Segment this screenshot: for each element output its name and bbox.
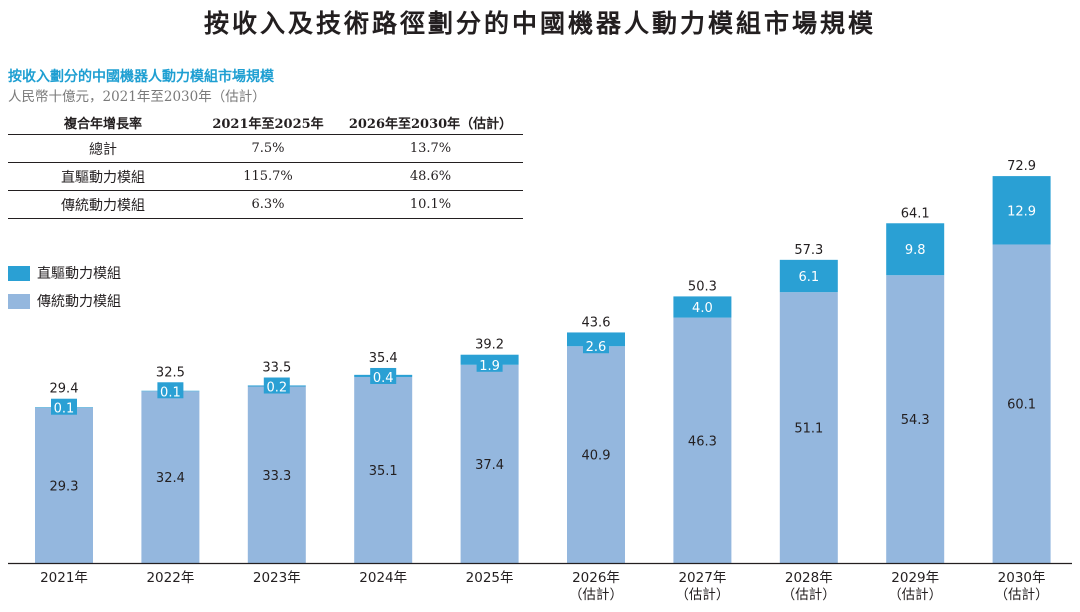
data-label-direct: 9.8 (905, 243, 926, 258)
cagr-table: 複合年增長率 2021年至2025年 2026年至2030年（估計） 總計 7.… (8, 110, 523, 219)
data-label-traditional: 29.3 (50, 479, 79, 494)
table-row: 總計 7.5% 13.7% (8, 134, 523, 163)
x-tick-label: 2030年 (998, 570, 1046, 586)
x-tick-label: 2024年 (359, 570, 407, 586)
cagr-header-period-2: 2026年至2030年（估計） (338, 110, 523, 135)
cagr-value: 7.5% (198, 134, 338, 163)
x-tick-label: 2026年 (572, 570, 620, 586)
data-label-bg (51, 398, 77, 415)
data-label-traditional: 35.1 (369, 464, 398, 479)
data-label-bg (583, 337, 609, 354)
cagr-row-label: 傳統動力模組 (8, 190, 198, 219)
cagr-value: 115.7% (198, 162, 338, 191)
bar-traditional (460, 364, 519, 563)
data-label-traditional: 33.3 (262, 469, 291, 484)
data-label-direct: 1.9 (479, 359, 500, 374)
page-title: 按收入及技術路徑劃分的中國機器人動力模組市場規模 (203, 9, 876, 38)
cagr-value: 48.6% (338, 162, 523, 191)
x-tick-label: 2029年 (891, 570, 939, 586)
data-label-total: 35.4 (369, 351, 398, 366)
bar-direct (673, 296, 732, 318)
legend-label-direct: 直驅動力模組 (37, 266, 121, 282)
legend-swatch-traditional (8, 293, 30, 309)
data-label-total: 57.3 (794, 243, 823, 258)
data-label-traditional: 40.9 (582, 449, 611, 464)
data-label-total: 43.6 (582, 315, 611, 330)
data-label-traditional: 54.3 (901, 413, 930, 428)
data-label-direct: 4.0 (692, 301, 713, 316)
data-label-total: 39.2 (475, 338, 504, 353)
legend-item-direct: 直驅動力模組 (8, 262, 121, 284)
bar-direct (886, 223, 945, 276)
table-row: 直驅動力模組 115.7% 48.6% (8, 162, 523, 191)
data-label-total: 50.3 (688, 279, 717, 294)
cagr-header-period-1: 2021年至2025年 (198, 110, 338, 135)
chart-subtitle: 按收入劃分的中國機器人動力模組市場規模 (8, 69, 274, 85)
legend-item-traditional: 傳統動力模組 (8, 290, 121, 312)
cagr-value: 13.7% (338, 134, 523, 163)
table-row: 傳統動力模組 6.3% 10.1% (8, 190, 523, 219)
data-label-total: 29.4 (50, 382, 79, 397)
legend-label-traditional: 傳統動力模組 (37, 294, 121, 310)
x-tick-label: 2027年 (678, 570, 726, 586)
x-tick-label: 2023年 (253, 570, 301, 586)
data-label-direct: 0.2 (266, 381, 287, 396)
bar-traditional (247, 386, 306, 563)
data-label-bg (263, 377, 290, 394)
data-label-direct: 6.1 (798, 270, 819, 285)
bar-traditional (779, 292, 838, 563)
x-tick-label: 2028年 (785, 570, 833, 586)
data-label-traditional: 51.1 (794, 422, 823, 437)
data-label-total: 33.5 (262, 361, 291, 376)
unit-note: 人民幣十億元，2021年至2030年（估計） (8, 89, 266, 105)
cagr-value: 6.3% (198, 190, 338, 219)
cagr-row-label: 總計 (8, 134, 198, 163)
x-tick-label: 2025年 (466, 570, 514, 586)
cagr-row-label: 直驅動力模組 (8, 162, 198, 191)
x-tick-label: （估計） (569, 587, 623, 603)
data-label-traditional: 37.4 (475, 458, 504, 473)
data-label-direct: 0.4 (373, 371, 394, 386)
bar-traditional (567, 346, 625, 563)
bar-direct (992, 176, 1051, 245)
data-label-direct: 0.1 (160, 385, 181, 400)
x-tick-label: 2022年 (146, 570, 194, 586)
bar-traditional (992, 244, 1051, 563)
bar-direct (779, 259, 838, 293)
chart-legend: 直驅動力模組 傳統動力模組 (8, 262, 121, 318)
cagr-header-label: 複合年增長率 (8, 110, 198, 135)
data-label-bg (476, 355, 503, 372)
data-label-direct: 2.6 (586, 340, 607, 355)
data-label-direct: 12.9 (1007, 204, 1036, 219)
x-tick-label: （估計） (995, 587, 1049, 603)
data-label-direct: 0.1 (54, 402, 75, 417)
bar-traditional (35, 407, 93, 563)
bar-traditional (886, 275, 945, 563)
x-tick-label: 2021年 (40, 570, 88, 586)
data-label-traditional: 60.1 (1007, 398, 1036, 413)
data-label-bg (370, 367, 397, 384)
data-label-traditional: 46.3 (688, 434, 717, 449)
data-label-total: 72.9 (1007, 159, 1036, 174)
x-tick-label: （估計） (888, 587, 942, 603)
legend-swatch-direct (8, 265, 30, 281)
data-label-total: 64.1 (901, 206, 930, 221)
data-label-traditional: 32.4 (156, 471, 185, 486)
cagr-table-header: 複合年增長率 2021年至2025年 2026年至2030年（估計） (8, 110, 523, 135)
bar-traditional (141, 391, 200, 563)
bar-traditional (673, 317, 732, 563)
cagr-value: 10.1% (338, 190, 523, 219)
x-tick-label: （估計） (782, 587, 836, 603)
x-tick-label: （估計） (675, 587, 729, 603)
data-label-total: 32.5 (156, 365, 185, 380)
bar-traditional (354, 376, 413, 563)
data-label-bg (157, 382, 184, 399)
